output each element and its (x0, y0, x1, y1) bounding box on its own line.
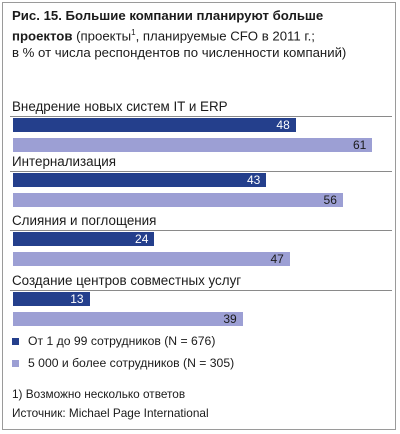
legend-item-small: От 1 до 99 сотрудников (N = 676) (12, 334, 215, 348)
title-line-2-bold: проектов (12, 28, 73, 44)
category-label: Слияния и поглощения (12, 213, 157, 228)
category-label: Интернализация (12, 154, 117, 169)
category-baseline (10, 171, 392, 172)
legend-label-small: От 1 до 99 сотрудников (N = 676) (28, 334, 216, 348)
legend-label-large: 5 000 и более сотрудников (N = 305) (28, 356, 235, 370)
bar-small-companies: 24 (13, 232, 155, 246)
category-label: Внедрение новых систем IT и ERP (12, 99, 228, 114)
bar-small-companies: 43 (13, 173, 267, 187)
bar-value-label: 13 (70, 292, 84, 306)
title-line-1: Рис. 15. Большие компании планируют боль… (12, 8, 324, 23)
source-note: Источник: Michael Page International (12, 406, 209, 420)
bar-value-label: 24 (135, 232, 149, 246)
title-footnote-mark: 1 (131, 28, 136, 37)
category-baseline (10, 230, 392, 231)
legend-item-large: 5 000 и более сотрудников (N = 305) (12, 356, 234, 370)
bar-large-companies: 61 (13, 138, 373, 152)
chart-frame (2, 2, 396, 430)
title-line-2-rest: (проекты (72, 28, 132, 44)
bar-large-companies: 56 (13, 193, 343, 207)
bar-large-companies: 39 (13, 312, 243, 326)
bar-value-label: 39 (223, 312, 237, 326)
bar-value-label: 48 (276, 118, 290, 132)
bar-value-label: 61 (352, 138, 367, 152)
footnote: 1) Возможно несколько ответов (12, 387, 186, 401)
bar-value-label: 47 (270, 252, 284, 266)
category-label: Создание центров совместных услуг (12, 273, 242, 288)
chart-title: Рис. 15. Большие компании планируют боль… (12, 7, 392, 61)
category-baseline (10, 290, 392, 291)
bar-value-label: 43 (246, 173, 261, 187)
bar-large-companies: 47 (13, 252, 290, 266)
bar-value-label: 56 (323, 193, 337, 207)
title-line-2-rest-b: , планируемые CFO в 2011 г.; (135, 28, 315, 44)
bar-small-companies: 13 (13, 292, 90, 306)
bar-small-companies: 48 (13, 118, 296, 132)
legend-swatch-small (12, 337, 19, 345)
legend-swatch-large (12, 359, 19, 367)
category-baseline (10, 116, 392, 117)
title-line-3: в % от числа респондентов по численности… (12, 45, 347, 61)
